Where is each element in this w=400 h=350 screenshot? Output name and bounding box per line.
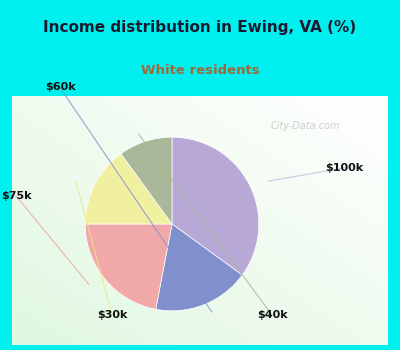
Text: Income distribution in Ewing, VA (%): Income distribution in Ewing, VA (%): [44, 20, 356, 35]
Text: $75k: $75k: [1, 191, 31, 201]
Text: $30k: $30k: [97, 310, 127, 320]
Wedge shape: [156, 224, 242, 311]
Wedge shape: [172, 137, 259, 275]
Text: $60k: $60k: [45, 83, 75, 92]
Wedge shape: [85, 154, 172, 224]
Wedge shape: [85, 224, 172, 309]
Text: White residents: White residents: [141, 64, 259, 77]
Text: $100k: $100k: [325, 163, 363, 173]
Wedge shape: [121, 137, 172, 224]
Text: $40k: $40k: [257, 310, 287, 320]
Text: City-Data.com: City-Data.com: [270, 121, 340, 131]
